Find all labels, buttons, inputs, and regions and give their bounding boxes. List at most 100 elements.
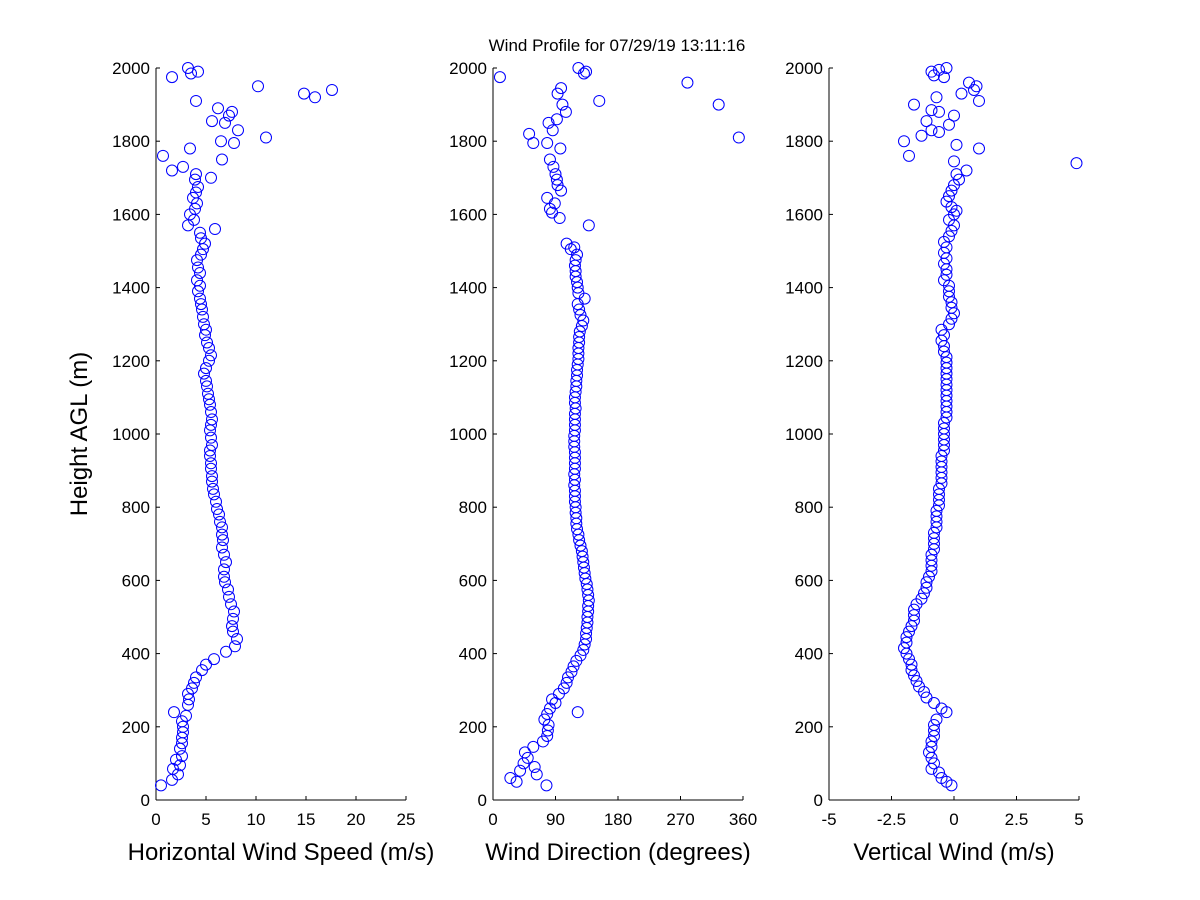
panel-vertical-wind: 0 200 400 600 800 1000 1200 1400 1600 1800 2000 -5 -…	[785, 59, 1084, 866]
data-point	[908, 603, 920, 616]
y-tick-label: 1200	[785, 352, 823, 371]
panel-2-axes: 0 200 400 600 800 1000 1200 1400 1600 1800 2000 -5 -…	[785, 59, 1084, 829]
data-point	[518, 746, 531, 759]
data-point	[203, 354, 215, 367]
data-point	[218, 548, 230, 561]
x-tick-label: 2.5	[1005, 810, 1029, 829]
data-point	[541, 191, 554, 204]
y-tick-label: 600	[459, 571, 487, 590]
data-point	[935, 449, 948, 462]
data-point	[928, 718, 940, 731]
x-tick-label: 0	[488, 810, 497, 829]
data-point	[918, 587, 930, 600]
x-tick-label: 20	[347, 810, 366, 829]
x-tick-label: 15	[297, 810, 316, 829]
data-point	[229, 640, 241, 653]
data-point	[206, 413, 218, 426]
data-point	[211, 503, 223, 516]
data-point	[568, 241, 581, 254]
data-point	[910, 675, 923, 688]
data-point	[908, 609, 920, 622]
data-point	[225, 598, 237, 611]
y-tick-label: 1400	[449, 279, 487, 298]
data-point	[194, 279, 206, 292]
panel-1-axes: 0 200 400 600 800 1000 1200 1400 1600 1800 2000 0 90…	[449, 59, 757, 829]
data-point	[207, 482, 219, 495]
data-point	[210, 495, 222, 508]
data-point	[945, 224, 958, 237]
data-point	[940, 62, 953, 74]
data-point	[227, 612, 239, 625]
data-point	[948, 307, 960, 320]
data-point	[930, 713, 943, 726]
y-tick-label: 1800	[785, 132, 823, 151]
data-point	[189, 173, 201, 186]
data-point	[205, 431, 217, 444]
panel-2-points	[898, 62, 1083, 792]
data-point	[712, 98, 725, 111]
data-point	[554, 142, 567, 155]
data-point	[940, 241, 953, 254]
y-tick-label: 1600	[785, 205, 823, 224]
data-point	[935, 455, 948, 468]
data-point	[523, 127, 536, 140]
data-point	[681, 76, 694, 89]
data-point	[923, 746, 935, 759]
data-point	[197, 310, 209, 323]
data-point	[195, 232, 207, 245]
data-point	[925, 554, 938, 567]
data-point	[166, 71, 178, 84]
data-point	[205, 349, 217, 362]
data-point	[216, 541, 228, 554]
data-point	[213, 508, 225, 521]
data-point	[905, 658, 918, 671]
data-point	[212, 102, 224, 115]
data-point	[203, 341, 215, 354]
data-point	[176, 750, 188, 763]
data-point	[960, 164, 973, 177]
data-point	[555, 82, 568, 95]
data-point	[574, 309, 587, 322]
data-point	[206, 115, 218, 128]
data-point	[177, 720, 189, 733]
data-point	[232, 124, 244, 137]
y-tick-label: 200	[459, 718, 487, 737]
x-tick-label: 25	[397, 810, 416, 829]
data-point	[900, 636, 913, 649]
data-point	[217, 534, 229, 547]
data-point	[572, 62, 585, 74]
data-point	[928, 697, 940, 710]
data-point	[945, 184, 958, 197]
data-point	[580, 65, 593, 78]
data-point	[920, 115, 933, 128]
data-point	[569, 254, 582, 267]
data-point	[167, 762, 179, 775]
x-tick-label: 360	[729, 810, 757, 829]
panel-1-points	[493, 62, 745, 792]
data-point	[190, 671, 202, 684]
data-point	[567, 660, 580, 673]
data-point	[577, 314, 590, 327]
data-point	[215, 135, 227, 148]
data-point	[209, 223, 221, 236]
data-point	[231, 632, 243, 645]
x-tick-label: 0	[151, 810, 160, 829]
panel-0-points	[155, 62, 338, 792]
data-point	[220, 645, 232, 658]
y-tick-label: 600	[795, 571, 823, 590]
data-point	[571, 706, 584, 719]
data-point	[182, 62, 194, 74]
data-point	[573, 325, 586, 338]
data-point	[1070, 157, 1083, 170]
data-point	[933, 488, 945, 501]
y-tick-label: 1200	[449, 352, 487, 371]
data-point	[206, 438, 218, 451]
data-point	[220, 556, 232, 569]
data-point	[528, 761, 541, 774]
data-point	[228, 605, 240, 618]
y-tick-label: 2000	[112, 59, 150, 78]
data-point	[953, 173, 965, 186]
data-point	[227, 625, 239, 638]
data-point	[200, 658, 212, 671]
data-point	[913, 680, 925, 693]
